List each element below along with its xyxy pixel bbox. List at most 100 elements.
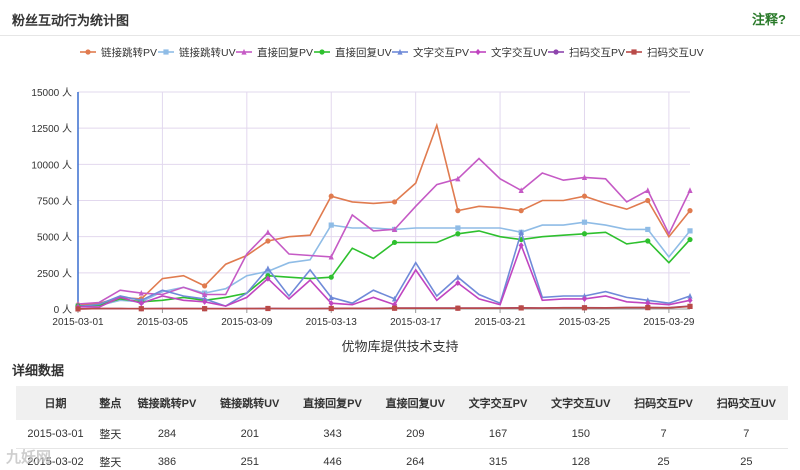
- data-point: [518, 208, 524, 214]
- data-point: [518, 187, 524, 193]
- data-point: [202, 306, 208, 312]
- legend-label: 文字交互UV: [491, 46, 548, 59]
- x-tick-label: 2015-03-01: [52, 317, 104, 328]
- series-line-2: [77, 157, 691, 305]
- data-point: [138, 300, 144, 307]
- legend-marker: [319, 49, 325, 55]
- x-tick-label: 2015-03-17: [390, 317, 442, 328]
- column-header: 链接跳转UV: [220, 398, 280, 410]
- table-header-row: 日期 整点 链接跳转PV 链接跳转UV 直接回复PV 直接回复UV 文字交互PV 文字交互UV…: [16, 386, 788, 420]
- table-cell: 201: [240, 427, 259, 440]
- table-cell: 315: [488, 456, 508, 468]
- data-point: [645, 297, 651, 303]
- legend-marker: [475, 48, 481, 56]
- data-point: [581, 231, 588, 237]
- data-point: [581, 174, 588, 180]
- column-header: 直接回复PV: [303, 398, 362, 410]
- y-tick-label: 15000 人: [31, 87, 72, 99]
- table-cell: 7: [660, 427, 667, 440]
- column-header: 日期: [44, 398, 67, 410]
- data-point: [138, 306, 144, 312]
- table-row: 2015-03-02 整天 386 251 446 264 315 128 25 25: [16, 448, 788, 470]
- legend-marker: [163, 49, 169, 55]
- table-cell: 128: [571, 456, 590, 468]
- legend-label: 文字交互PV: [413, 46, 469, 59]
- table-cell: 343: [323, 427, 342, 440]
- data-point: [265, 265, 271, 272]
- data-point: [391, 301, 398, 308]
- data-point: [455, 208, 461, 214]
- table-cell: 167: [488, 427, 508, 440]
- data-point: [518, 242, 524, 249]
- data-point: [645, 238, 651, 244]
- y-tick-label: 0 人: [54, 304, 72, 316]
- legend-marker: [241, 48, 247, 55]
- table-cell: 2015-03-01: [27, 427, 84, 440]
- data-point: [581, 193, 588, 199]
- data-point: [202, 283, 208, 289]
- data-point: [328, 305, 334, 312]
- y-tick-label: 12500 人: [31, 123, 72, 135]
- data-point: [328, 193, 334, 199]
- table-cell: 264: [406, 456, 425, 468]
- table-cell: 284: [157, 427, 177, 440]
- y-tick-label: 7500 人: [37, 196, 72, 208]
- x-tick-label: 2015-03-05: [137, 317, 189, 328]
- column-header: 扫码交互PV: [634, 398, 693, 410]
- series-line-7: [77, 305, 691, 310]
- series-line-0: [77, 122, 691, 306]
- data-point: [687, 228, 693, 234]
- data-point: [645, 305, 651, 311]
- data-point: [581, 305, 588, 311]
- note-link[interactable]: 注释?: [752, 12, 786, 27]
- data-point: [518, 229, 524, 235]
- data-point: [687, 187, 693, 193]
- data-point: [391, 199, 398, 205]
- x-tick-label: 2015-03-09: [221, 317, 273, 328]
- column-header: 文字交互UV: [551, 398, 611, 410]
- data-point: [265, 305, 271, 312]
- line-chart: 0 人 2500 人 5000 人 7500 人 10000 人 12500 人 15000…: [31, 46, 704, 328]
- data-point: [391, 305, 398, 311]
- legend-label: 扫码交互UV: [647, 46, 704, 59]
- y-tick-label: 2500 人: [37, 268, 72, 280]
- y-tick-label: 10000 人: [31, 159, 72, 171]
- x-tick-label: 2015-03-13: [306, 317, 358, 328]
- column-header: 扫码交互UV: [716, 398, 776, 410]
- data-point: [202, 298, 208, 305]
- legend-marker: [397, 48, 403, 55]
- page-title: 粉丝互动行为统计图: [12, 13, 130, 28]
- table-cell: 整天: [99, 457, 122, 469]
- table-cell: 7: [743, 427, 750, 440]
- column-header: 文字交互PV: [468, 398, 528, 410]
- table-cell: 150: [571, 427, 590, 440]
- data-point: [265, 229, 271, 235]
- data-point: [75, 306, 81, 312]
- table-row: 2015-03-01 整天 284 201 343 209 167 150 7 7: [16, 420, 788, 448]
- series-line-5: [77, 242, 691, 308]
- data-point: [265, 268, 271, 274]
- legend-label: 扫码交互PV: [569, 46, 625, 59]
- legend-label: 直接回复PV: [257, 46, 313, 59]
- legend-label: 链接跳转UV: [179, 46, 236, 59]
- data-point: [455, 225, 461, 231]
- data-point: [138, 297, 144, 303]
- data-point: [265, 238, 271, 244]
- data-point: [328, 294, 334, 301]
- data-point: [202, 291, 208, 298]
- data-point: [328, 274, 334, 280]
- data-point: [581, 295, 588, 302]
- x-tick-label: 2015-03-25: [559, 317, 611, 328]
- data-point: [645, 300, 651, 307]
- column-header: 整点: [99, 398, 122, 410]
- legend-marker: [631, 49, 637, 55]
- legend-marker: [553, 49, 559, 55]
- watermark: 九妖网: [6, 449, 52, 466]
- data-point: [328, 253, 334, 260]
- series-line-4: [77, 229, 691, 308]
- data-point: [645, 226, 651, 233]
- data-point: [581, 219, 588, 225]
- series-line-3: [77, 230, 691, 307]
- data-point: [581, 292, 588, 299]
- table-cell: 446: [323, 456, 342, 468]
